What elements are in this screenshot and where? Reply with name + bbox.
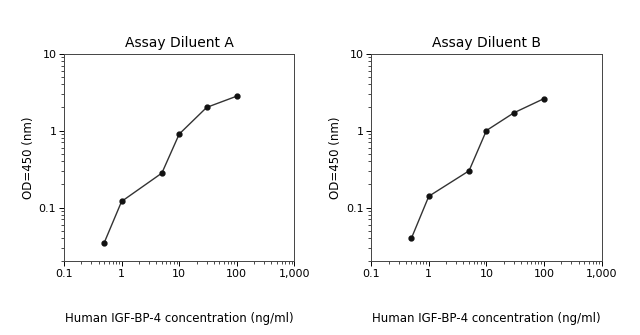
Text: Human IGF-BP-4 concentration (ng/ml): Human IGF-BP-4 concentration (ng/ml) [65, 312, 294, 325]
Y-axis label: OD=450 (nm): OD=450 (nm) [22, 116, 35, 199]
Y-axis label: OD=450 (nm): OD=450 (nm) [329, 116, 342, 199]
Title: Assay Diluent A: Assay Diluent A [125, 36, 234, 50]
Title: Assay Diluent B: Assay Diluent B [432, 36, 541, 50]
Text: Human IGF-BP-4 concentration (ng/ml): Human IGF-BP-4 concentration (ng/ml) [372, 312, 601, 325]
